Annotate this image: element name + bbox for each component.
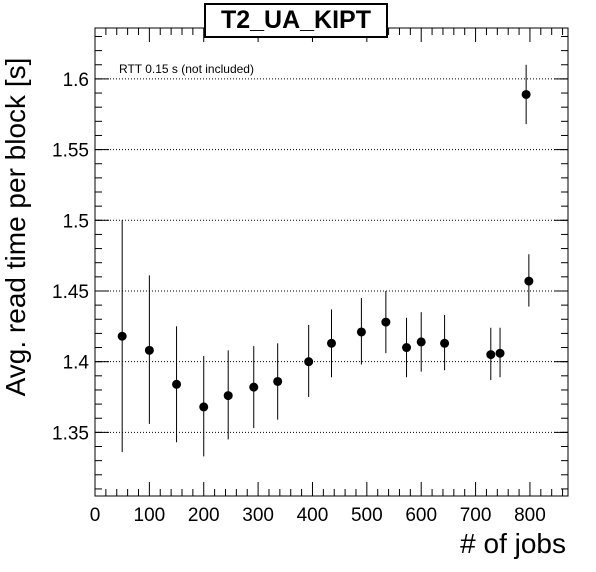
data-point bbox=[356, 327, 366, 337]
data-point bbox=[416, 337, 426, 347]
x-tick-label: 300 bbox=[242, 505, 274, 526]
y-tick-label: 1.6 bbox=[63, 70, 89, 91]
y-tick-label: 1.45 bbox=[52, 282, 89, 303]
data-points bbox=[117, 64, 534, 457]
chart-title: T2_UA_KIPT bbox=[204, 3, 388, 38]
y-tick-label: 1.35 bbox=[52, 423, 89, 444]
x-tick-label: 500 bbox=[351, 505, 383, 526]
data-point bbox=[117, 331, 127, 341]
x-tick-label: 600 bbox=[405, 505, 437, 526]
data-point bbox=[486, 350, 496, 360]
data-point bbox=[223, 391, 233, 401]
x-tick-label: 0 bbox=[90, 505, 101, 526]
y-axis-label: Avg. read time per block [s] bbox=[0, 57, 31, 397]
data-point bbox=[402, 343, 412, 353]
x-tick-label: 200 bbox=[188, 505, 220, 526]
rtt-annotation: RTT 0.15 s (not included) bbox=[119, 62, 254, 76]
data-point bbox=[144, 345, 154, 355]
y-tick-label: 1.55 bbox=[52, 141, 89, 162]
data-point bbox=[327, 338, 336, 348]
data-point bbox=[524, 276, 534, 286]
x-tick-label: 800 bbox=[514, 505, 546, 526]
grid-lines bbox=[95, 78, 568, 433]
data-point bbox=[172, 379, 182, 389]
x-tick-label: 100 bbox=[134, 505, 166, 526]
plot-frame bbox=[94, 27, 569, 497]
data-point bbox=[521, 89, 531, 99]
data-point bbox=[440, 338, 450, 348]
x-tick-label: 400 bbox=[297, 505, 329, 526]
y-tick-label: 1.5 bbox=[63, 211, 89, 232]
data-point bbox=[304, 357, 314, 367]
data-point bbox=[495, 348, 505, 358]
x-tick-label: 700 bbox=[460, 505, 492, 526]
y-tick-label: 1.4 bbox=[63, 353, 90, 374]
data-point bbox=[381, 317, 391, 327]
data-point bbox=[199, 402, 209, 412]
axis-ticks bbox=[94, 28, 568, 496]
x-axis-label: # of jobs bbox=[460, 528, 566, 559]
data-point bbox=[249, 382, 259, 392]
data-point bbox=[273, 376, 283, 386]
tick-labels: 1.35 1.4 1.45 1.5 1.55 1.6 0 100 200 300 400 500 600… bbox=[52, 70, 546, 526]
